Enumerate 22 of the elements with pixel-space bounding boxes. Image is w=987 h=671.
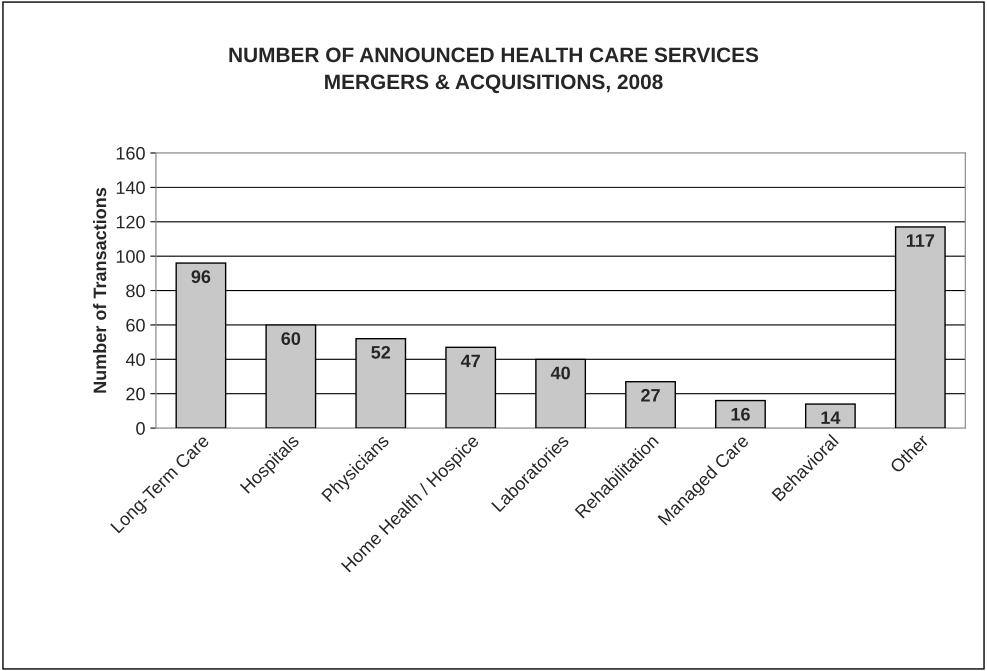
y-tick-label: 60 [126,318,145,332]
data-label: 117 [906,234,934,247]
data-label: 40 [550,366,570,380]
y-tick-label: 20 [126,388,145,400]
data-label: 47 [460,354,480,368]
y-tick-label: 100 [116,250,145,263]
data-label: 96 [191,270,210,284]
data-label: 60 [281,332,300,345]
y-tick-label: 80 [126,284,145,298]
y-tick-label: 120 [116,216,145,228]
data-label: 52 [371,346,390,359]
bar [804,403,856,428]
data-label: 27 [641,388,660,402]
y-axis-title: Number of Transactions [93,188,106,393]
data-label: 16 [732,408,750,421]
y-tick-label: 0 [136,422,145,435]
y-tick-label: 160 [116,146,145,160]
data-label: 14 [821,411,840,424]
y-tick-label: 40 [126,353,145,366]
bar [715,400,766,428]
chart-title: NUMBER OF ANNOUNCED HEALTH CARE SERVICES MERGERS & ACQUISITIONS, 2008 [229,48,758,94]
y-tick-label: 140 [116,181,145,194]
